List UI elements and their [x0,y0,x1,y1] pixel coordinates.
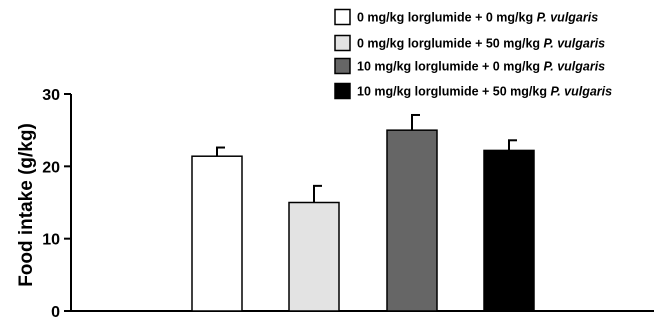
legend-swatch [334,82,351,100]
bar [386,129,438,312]
legend-label: 0 mg/kg lorglumide + 50 mg/kg P. vulgari… [357,37,605,51]
bar [288,201,340,312]
y-tick-label: 30 [42,87,60,104]
legend-label: 10 mg/kg lorglumide + 50 mg/kg P. vulgar… [357,85,612,99]
legend-swatch [334,8,351,26]
y-tick-label: 0 [51,304,60,320]
legend-swatch [334,57,351,75]
bars [191,113,535,312]
y-tick-label: 20 [42,159,60,176]
axes: 0 10 20 30 [42,87,654,320]
legend-label: 0 mg/kg lorglumide + 0 mg/kg P. vulgaris [357,11,598,25]
legend-label: 10 mg/kg lorglumide + 0 mg/kg P. vulgari… [357,60,605,74]
y-axis-label: Food intake (g/kg) [16,123,37,287]
y-tick-label: 10 [42,232,60,249]
bar [483,149,535,312]
legend-swatch [334,34,351,52]
bar [191,155,243,312]
legend: 0 mg/kg lorglumide + 0 mg/kg P. vulgaris… [334,8,612,100]
